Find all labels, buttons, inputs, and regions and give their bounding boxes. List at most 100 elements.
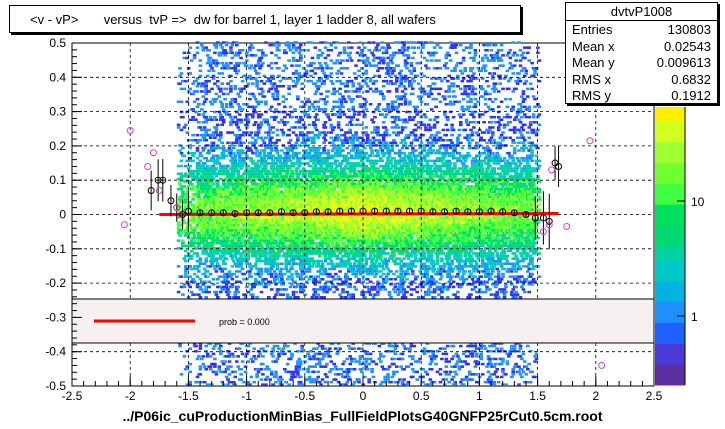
heatmap-cell	[188, 151, 192, 155]
heatmap-cell	[237, 51, 242, 55]
heatmap-cell	[323, 249, 328, 253]
heatmap-cell	[294, 365, 299, 368]
heatmap-cell	[201, 128, 206, 132]
heatmap-cell	[277, 231, 281, 235]
heatmap-cell	[198, 365, 203, 368]
heatmap-cell	[227, 355, 232, 358]
heatmap-cell	[336, 350, 341, 353]
heatmap-cell	[223, 182, 227, 186]
heatmap-cell	[332, 244, 336, 247]
heatmap-cell	[226, 187, 230, 191]
heatmap-cell	[246, 344, 251, 348]
heatmap-cell	[283, 64, 287, 67]
heatmap-cell	[326, 285, 331, 289]
heatmap-cell	[277, 56, 281, 60]
heatmap-cell	[304, 280, 309, 283]
heatmap-cell	[207, 195, 211, 199]
heatmap-cell	[179, 177, 184, 181]
heatmap-cell	[283, 272, 287, 276]
heatmap-cell	[219, 257, 223, 260]
heatmap-cell	[290, 355, 294, 358]
heatmap-cell	[336, 368, 341, 371]
heatmap-cell	[253, 234, 258, 237]
heatmap-cell	[307, 169, 312, 173]
heatmap-cell	[296, 275, 300, 278]
heatmap-cell	[178, 144, 182, 147]
heatmap-cell	[219, 177, 223, 181]
heatmap-cell	[179, 87, 184, 91]
heatmap-cell	[189, 118, 194, 121]
heatmap-cell	[335, 221, 339, 224]
heatmap-cell	[232, 355, 236, 358]
heatmap-cell	[191, 244, 195, 247]
heatmap-cell	[198, 278, 203, 281]
heatmap-cell	[316, 247, 320, 250]
heatmap-cell	[205, 164, 210, 168]
heatmap-cell	[301, 272, 306, 276]
heatmap-cell	[277, 352, 281, 356]
heatmap-cell	[268, 241, 272, 245]
heatmap-cell	[309, 378, 313, 381]
heatmap-cell	[309, 175, 313, 178]
heatmap-cell	[202, 223, 207, 227]
heatmap-cell	[232, 121, 236, 124]
heatmap-cell	[240, 149, 245, 152]
heatmap-cell	[277, 139, 281, 142]
heatmap-cell	[232, 146, 236, 150]
heatmap-cell	[233, 133, 238, 137]
heatmap-cell	[208, 100, 213, 103]
heatmap-cell	[242, 252, 246, 255]
heatmap-cell	[214, 43, 219, 47]
heatmap-cell	[271, 154, 275, 157]
heatmap-cell	[243, 162, 248, 165]
heatmap-cell	[221, 275, 226, 278]
heatmap-cell	[237, 257, 242, 260]
heatmap-cell	[306, 144, 310, 147]
heatmap-cell	[272, 118, 277, 121]
heatmap-cell	[223, 370, 227, 374]
heatmap-cell	[185, 159, 190, 163]
heatmap-cell	[192, 218, 197, 222]
heatmap-cell	[287, 141, 291, 145]
heatmap-cell	[309, 74, 313, 78]
heatmap-cell	[235, 226, 239, 229]
heatmap-cell	[208, 216, 213, 219]
heatmap-cell	[261, 51, 265, 55]
heatmap-cell	[304, 254, 309, 258]
heatmap-cell	[287, 46, 291, 49]
heatmap-cell	[297, 72, 302, 75]
heatmap-cell	[296, 370, 300, 374]
heatmap-cell	[221, 41, 226, 44]
heatmap-cell	[232, 41, 236, 44]
heatmap-cell	[272, 247, 277, 250]
heatmap-cell	[338, 108, 342, 111]
heatmap-cell	[326, 149, 331, 152]
heatmap-cell	[255, 162, 259, 165]
heatmap-cell	[281, 241, 286, 245]
heatmap-cell	[261, 90, 265, 93]
heatmap-cell	[332, 100, 336, 103]
heatmap-cell	[331, 285, 335, 289]
heatmap-cell	[253, 177, 258, 181]
heatmap-cell	[204, 285, 208, 289]
heatmap-cell	[304, 275, 309, 278]
heatmap-cell	[242, 257, 246, 260]
heatmap-cell	[291, 185, 296, 188]
heatmap-cell	[274, 283, 278, 286]
heatmap-cell	[319, 77, 323, 80]
heatmap-cell	[200, 177, 204, 181]
heatmap-cell	[216, 85, 220, 88]
heatmap-cell	[325, 272, 329, 276]
heatmap-cell	[272, 187, 277, 191]
heatmap-cell	[333, 378, 338, 381]
heatmap-cell	[252, 211, 256, 214]
heatmap-cell	[208, 149, 213, 152]
heatmap-cell	[258, 177, 262, 181]
heatmap-cell	[339, 139, 344, 142]
heatmap-cell	[179, 223, 184, 227]
heatmap-cell	[320, 347, 325, 350]
heatmap-cell	[320, 244, 325, 247]
heatmap-cell	[310, 244, 315, 247]
heatmap-cell	[328, 185, 332, 188]
heatmap-cell	[211, 154, 216, 157]
